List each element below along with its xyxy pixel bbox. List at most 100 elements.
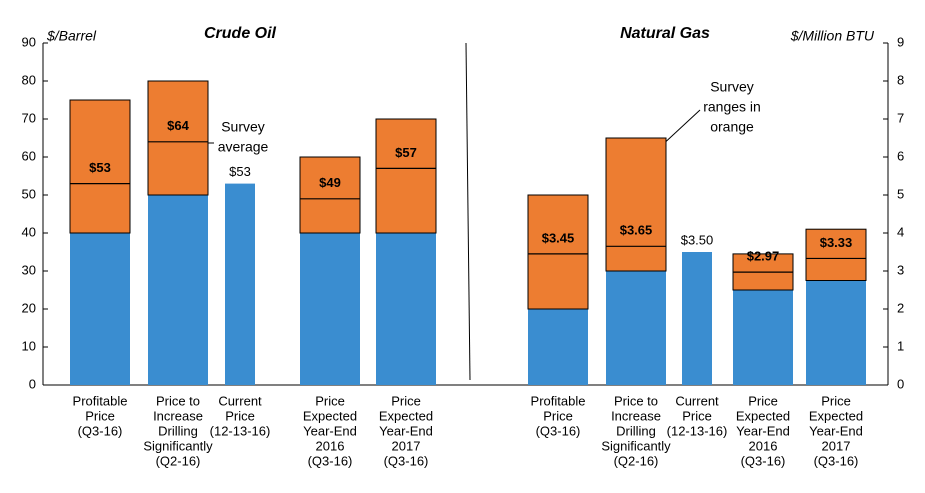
x-tick-label: Profitable xyxy=(73,393,128,408)
bar-segment xyxy=(376,233,436,385)
bar-segment xyxy=(300,233,360,385)
x-tick-label: (Q3-16) xyxy=(741,453,786,468)
average-label: $57 xyxy=(395,145,417,160)
x-tick-label: (Q2-16) xyxy=(156,453,201,468)
bar-segment xyxy=(806,280,866,385)
y-tick-label: 9 xyxy=(897,34,904,49)
y-tick-label: 5 xyxy=(897,186,904,201)
x-tick-label: (Q3-16) xyxy=(308,453,353,468)
average-label: $3.33 xyxy=(820,235,853,250)
x-tick-label: Year-End xyxy=(303,423,357,438)
y-tick-label: 2 xyxy=(897,300,904,315)
x-tick-label: Expected xyxy=(303,408,357,423)
y-tick-label: 30 xyxy=(22,262,36,277)
y-tick-label: 1 xyxy=(897,338,904,353)
x-tick-label: Profitable xyxy=(531,393,586,408)
y-tick-label: 10 xyxy=(22,338,36,353)
y-tick-label: 6 xyxy=(897,148,904,163)
y-tick-label: 80 xyxy=(22,72,36,87)
x-tick-label: Year-End xyxy=(736,423,790,438)
y-axis-label: $/Barrel xyxy=(46,28,97,44)
x-tick-label: (Q3-16) xyxy=(536,423,581,438)
x-tick-label: Price xyxy=(391,393,421,408)
panel-divider xyxy=(465,42,471,381)
x-tick-label: 2017 xyxy=(392,438,421,453)
y-tick-label: 7 xyxy=(897,110,904,125)
y-tick-label: 70 xyxy=(22,110,36,125)
x-tick-label: (12-13-16) xyxy=(210,423,271,438)
average-label: $64 xyxy=(167,118,189,133)
x-tick-label: Expected xyxy=(809,408,863,423)
x-tick-label: (Q3-16) xyxy=(78,423,123,438)
value-label: $53 xyxy=(229,164,251,179)
y-tick-label: 50 xyxy=(22,186,36,201)
y-tick-label: 60 xyxy=(22,148,36,163)
y-axis-label: $/Million BTU xyxy=(790,28,875,44)
x-tick-label: Price to xyxy=(156,393,200,408)
x-tick-label: Year-End xyxy=(379,423,433,438)
bar-segment xyxy=(69,99,131,234)
bar-segment xyxy=(70,233,130,385)
y-tick-label: 20 xyxy=(22,300,36,315)
x-tick-label: Drilling xyxy=(158,423,198,438)
bar-segment xyxy=(682,252,712,385)
y-tick-label: 40 xyxy=(22,224,36,239)
bar-segment xyxy=(606,271,666,385)
y-tick-label: 4 xyxy=(897,224,904,239)
x-tick-label: Expected xyxy=(379,408,433,423)
average-label: $2.97 xyxy=(747,249,780,264)
bar-segment xyxy=(148,195,208,385)
x-tick-label: Price xyxy=(315,393,345,408)
chart-title: Natural Gas xyxy=(620,25,710,42)
x-tick-label: Increase xyxy=(611,408,661,423)
annotation: Survey xyxy=(710,79,754,95)
x-tick-label: Price xyxy=(821,393,851,408)
x-tick-label: Price xyxy=(543,408,573,423)
bar-segment xyxy=(225,183,255,385)
x-tick-label: Price xyxy=(85,408,115,423)
x-tick-label: Significantly xyxy=(601,438,671,453)
x-tick-label: Year-End xyxy=(809,423,863,438)
x-tick-label: Price to xyxy=(614,393,658,408)
x-tick-label: Expected xyxy=(736,408,790,423)
x-tick-label: Increase xyxy=(153,408,203,423)
average-label: $3.45 xyxy=(542,230,575,245)
y-tick-label: 0 xyxy=(897,376,904,391)
bar-segment xyxy=(299,156,361,234)
bar-segment xyxy=(147,80,209,196)
annotation: Survey xyxy=(221,119,265,135)
average-label: $53 xyxy=(89,160,111,175)
bar-segment xyxy=(805,228,867,281)
bar-segment xyxy=(733,290,793,385)
average-label: $3.65 xyxy=(620,223,653,238)
annotation: average xyxy=(218,139,269,155)
x-tick-label: Drilling xyxy=(616,423,656,438)
y-tick-label: 3 xyxy=(897,262,904,277)
annotation: orange xyxy=(710,119,754,135)
y-tick-label: 8 xyxy=(897,72,904,87)
x-tick-label: Price xyxy=(225,408,255,423)
chart-title: Crude Oil xyxy=(204,25,277,42)
annotation: ranges in xyxy=(703,99,761,115)
bar-segment xyxy=(528,309,588,385)
bar-segment xyxy=(375,118,437,234)
average-label: $49 xyxy=(319,175,341,190)
bar-segment xyxy=(527,194,589,310)
x-tick-label: 2017 xyxy=(822,438,851,453)
x-tick-label: (Q3-16) xyxy=(814,453,859,468)
x-tick-label: Price xyxy=(748,393,778,408)
x-tick-label: (Q3-16) xyxy=(384,453,429,468)
x-tick-label: 2016 xyxy=(749,438,778,453)
value-label: $3.50 xyxy=(681,232,714,247)
bar-segment xyxy=(605,137,667,272)
y-tick-label: 0 xyxy=(29,376,36,391)
x-tick-label: (12-13-16) xyxy=(667,423,728,438)
x-tick-label: Current xyxy=(675,393,719,408)
x-tick-label: Significantly xyxy=(143,438,213,453)
x-tick-label: 2016 xyxy=(316,438,345,453)
x-tick-label: Current xyxy=(218,393,262,408)
x-tick-label: (Q2-16) xyxy=(614,453,659,468)
y-tick-label: 90 xyxy=(22,34,36,49)
x-tick-label: Price xyxy=(682,408,712,423)
